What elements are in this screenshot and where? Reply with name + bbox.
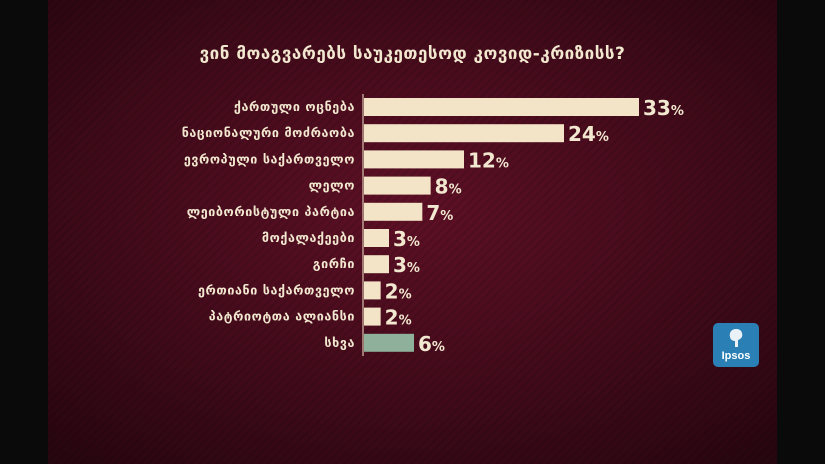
category-label: ნაციონალური მოძრაობა <box>182 125 355 140</box>
value-label: 8% <box>435 175 462 199</box>
value-percent-sign: % <box>407 261 420 276</box>
bar <box>364 229 389 247</box>
value-number: 8 <box>435 175 449 199</box>
letterbox-left <box>0 0 48 464</box>
category-label: ქართული ოცნება <box>234 99 355 114</box>
value-number: 12 <box>468 148 496 172</box>
ipsos-logo-icon <box>729 329 743 347</box>
value-number: 33 <box>643 96 671 120</box>
bar <box>364 124 564 143</box>
category-label: მოქალაქეები <box>262 230 355 245</box>
category-label: გირჩი <box>313 256 355 271</box>
category-label: ევროპული საქართველო <box>184 151 355 166</box>
value-number: 24 <box>568 122 596 146</box>
value-label: 12% <box>468 148 509 172</box>
value-percent-sign: % <box>399 287 412 302</box>
bar <box>364 255 389 274</box>
value-percent-sign: % <box>596 130 609 145</box>
bar <box>364 176 431 195</box>
bar <box>364 202 423 221</box>
value-number: 3 <box>393 227 407 251</box>
value-label: 6% <box>418 332 445 356</box>
value-number: 2 <box>385 279 399 303</box>
category-label: ერთიანი საქართველო <box>198 282 355 297</box>
category-label: პატრიოტთა ალიანსი <box>209 309 355 324</box>
value-label: 3% <box>393 253 420 277</box>
value-number: 3 <box>393 253 407 277</box>
value-percent-sign: % <box>671 104 684 119</box>
value-label: 7% <box>426 201 453 225</box>
value-percent-sign: % <box>440 209 453 224</box>
value-percent-sign: % <box>399 314 412 329</box>
value-percent-sign: % <box>496 156 509 171</box>
bar <box>364 150 464 169</box>
chart-title: ვინ მოაგვარებს საუკეთესოდ კოვიდ-კრიზისს? <box>199 44 626 64</box>
value-number: 6 <box>418 332 432 356</box>
bar <box>364 333 414 352</box>
letterbox-right <box>777 0 825 464</box>
value-label: 2% <box>385 279 412 303</box>
category-label: ლეიბორისტული პარტია <box>187 204 355 219</box>
category-label: სხვა <box>324 335 355 350</box>
value-number: 2 <box>385 306 399 330</box>
category-label: ლელო <box>309 178 355 193</box>
logo-label: Ipsos <box>721 350 751 362</box>
bar <box>364 98 639 116</box>
value-number: 7 <box>426 201 440 225</box>
ipsos-logo: Ipsos <box>713 323 759 367</box>
value-percent-sign: % <box>449 183 462 198</box>
value-label: 24% <box>568 122 609 146</box>
bar <box>364 281 381 300</box>
value-label: 2% <box>385 306 412 330</box>
value-label: 33% <box>643 96 684 120</box>
value-percent-sign: % <box>432 340 445 355</box>
value-label: 3% <box>393 227 420 251</box>
bar <box>364 307 381 326</box>
value-percent-sign: % <box>407 235 420 250</box>
